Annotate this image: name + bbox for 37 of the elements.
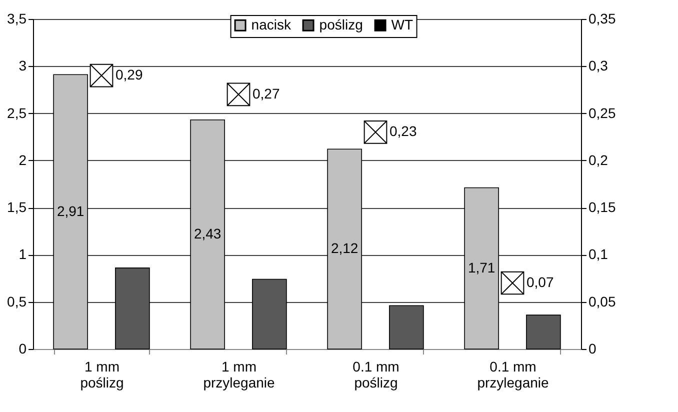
legend-label: WT — [391, 16, 414, 32]
y-tick-label: 2 — [18, 152, 27, 168]
point — [500, 271, 524, 295]
legend-label: poślizg — [319, 16, 363, 32]
y2-tick-label: 0,2 — [588, 152, 608, 168]
point — [364, 120, 388, 144]
data-label: 0,29 — [116, 66, 143, 83]
data-label: 1,71 — [468, 259, 496, 276]
y2-tick-label: 0,35 — [588, 10, 616, 26]
x-tick-label: 0.1 mm poślizg — [352, 358, 400, 390]
data-label: 0,23 — [390, 123, 417, 140]
point — [90, 64, 114, 88]
data-label: 0,27 — [252, 85, 280, 102]
point — [226, 82, 250, 106]
y-tick-label: 0 — [18, 340, 27, 356]
y2-tick-label: 0,3 — [588, 58, 608, 74]
bar — [389, 305, 424, 350]
data-label: 2,12 — [330, 240, 358, 256]
y2-tick-label: 0 — [588, 340, 596, 356]
y-tick-label: 3,5 — [7, 10, 27, 26]
y-tick-label: 0,5 — [7, 293, 27, 310]
y-tick-label: 2,5 — [7, 104, 27, 121]
y2-tick-label: 0,05 — [588, 293, 616, 310]
bar — [526, 314, 561, 350]
x-tick-label: 0.1 mm przyleganie — [477, 358, 550, 390]
data-label: 2,43 — [194, 225, 222, 242]
legend-label: nacisk — [251, 16, 292, 32]
y-tick-label: 1 — [18, 246, 27, 262]
data-label: 0,07 — [526, 274, 554, 290]
y2-tick-label: 0,25 — [588, 104, 616, 121]
x-tick-label: 1 mm poślizg — [80, 358, 124, 390]
data-label: 2,91 — [56, 202, 84, 219]
x-tick-label: 1 mm przyleganie — [203, 358, 276, 390]
y-tick-label: 3 — [18, 58, 27, 74]
y2-tick-label: 0,15 — [588, 199, 616, 216]
y2-tick-label: 0,1 — [588, 246, 608, 262]
y-tick-label: 1,5 — [7, 199, 27, 216]
